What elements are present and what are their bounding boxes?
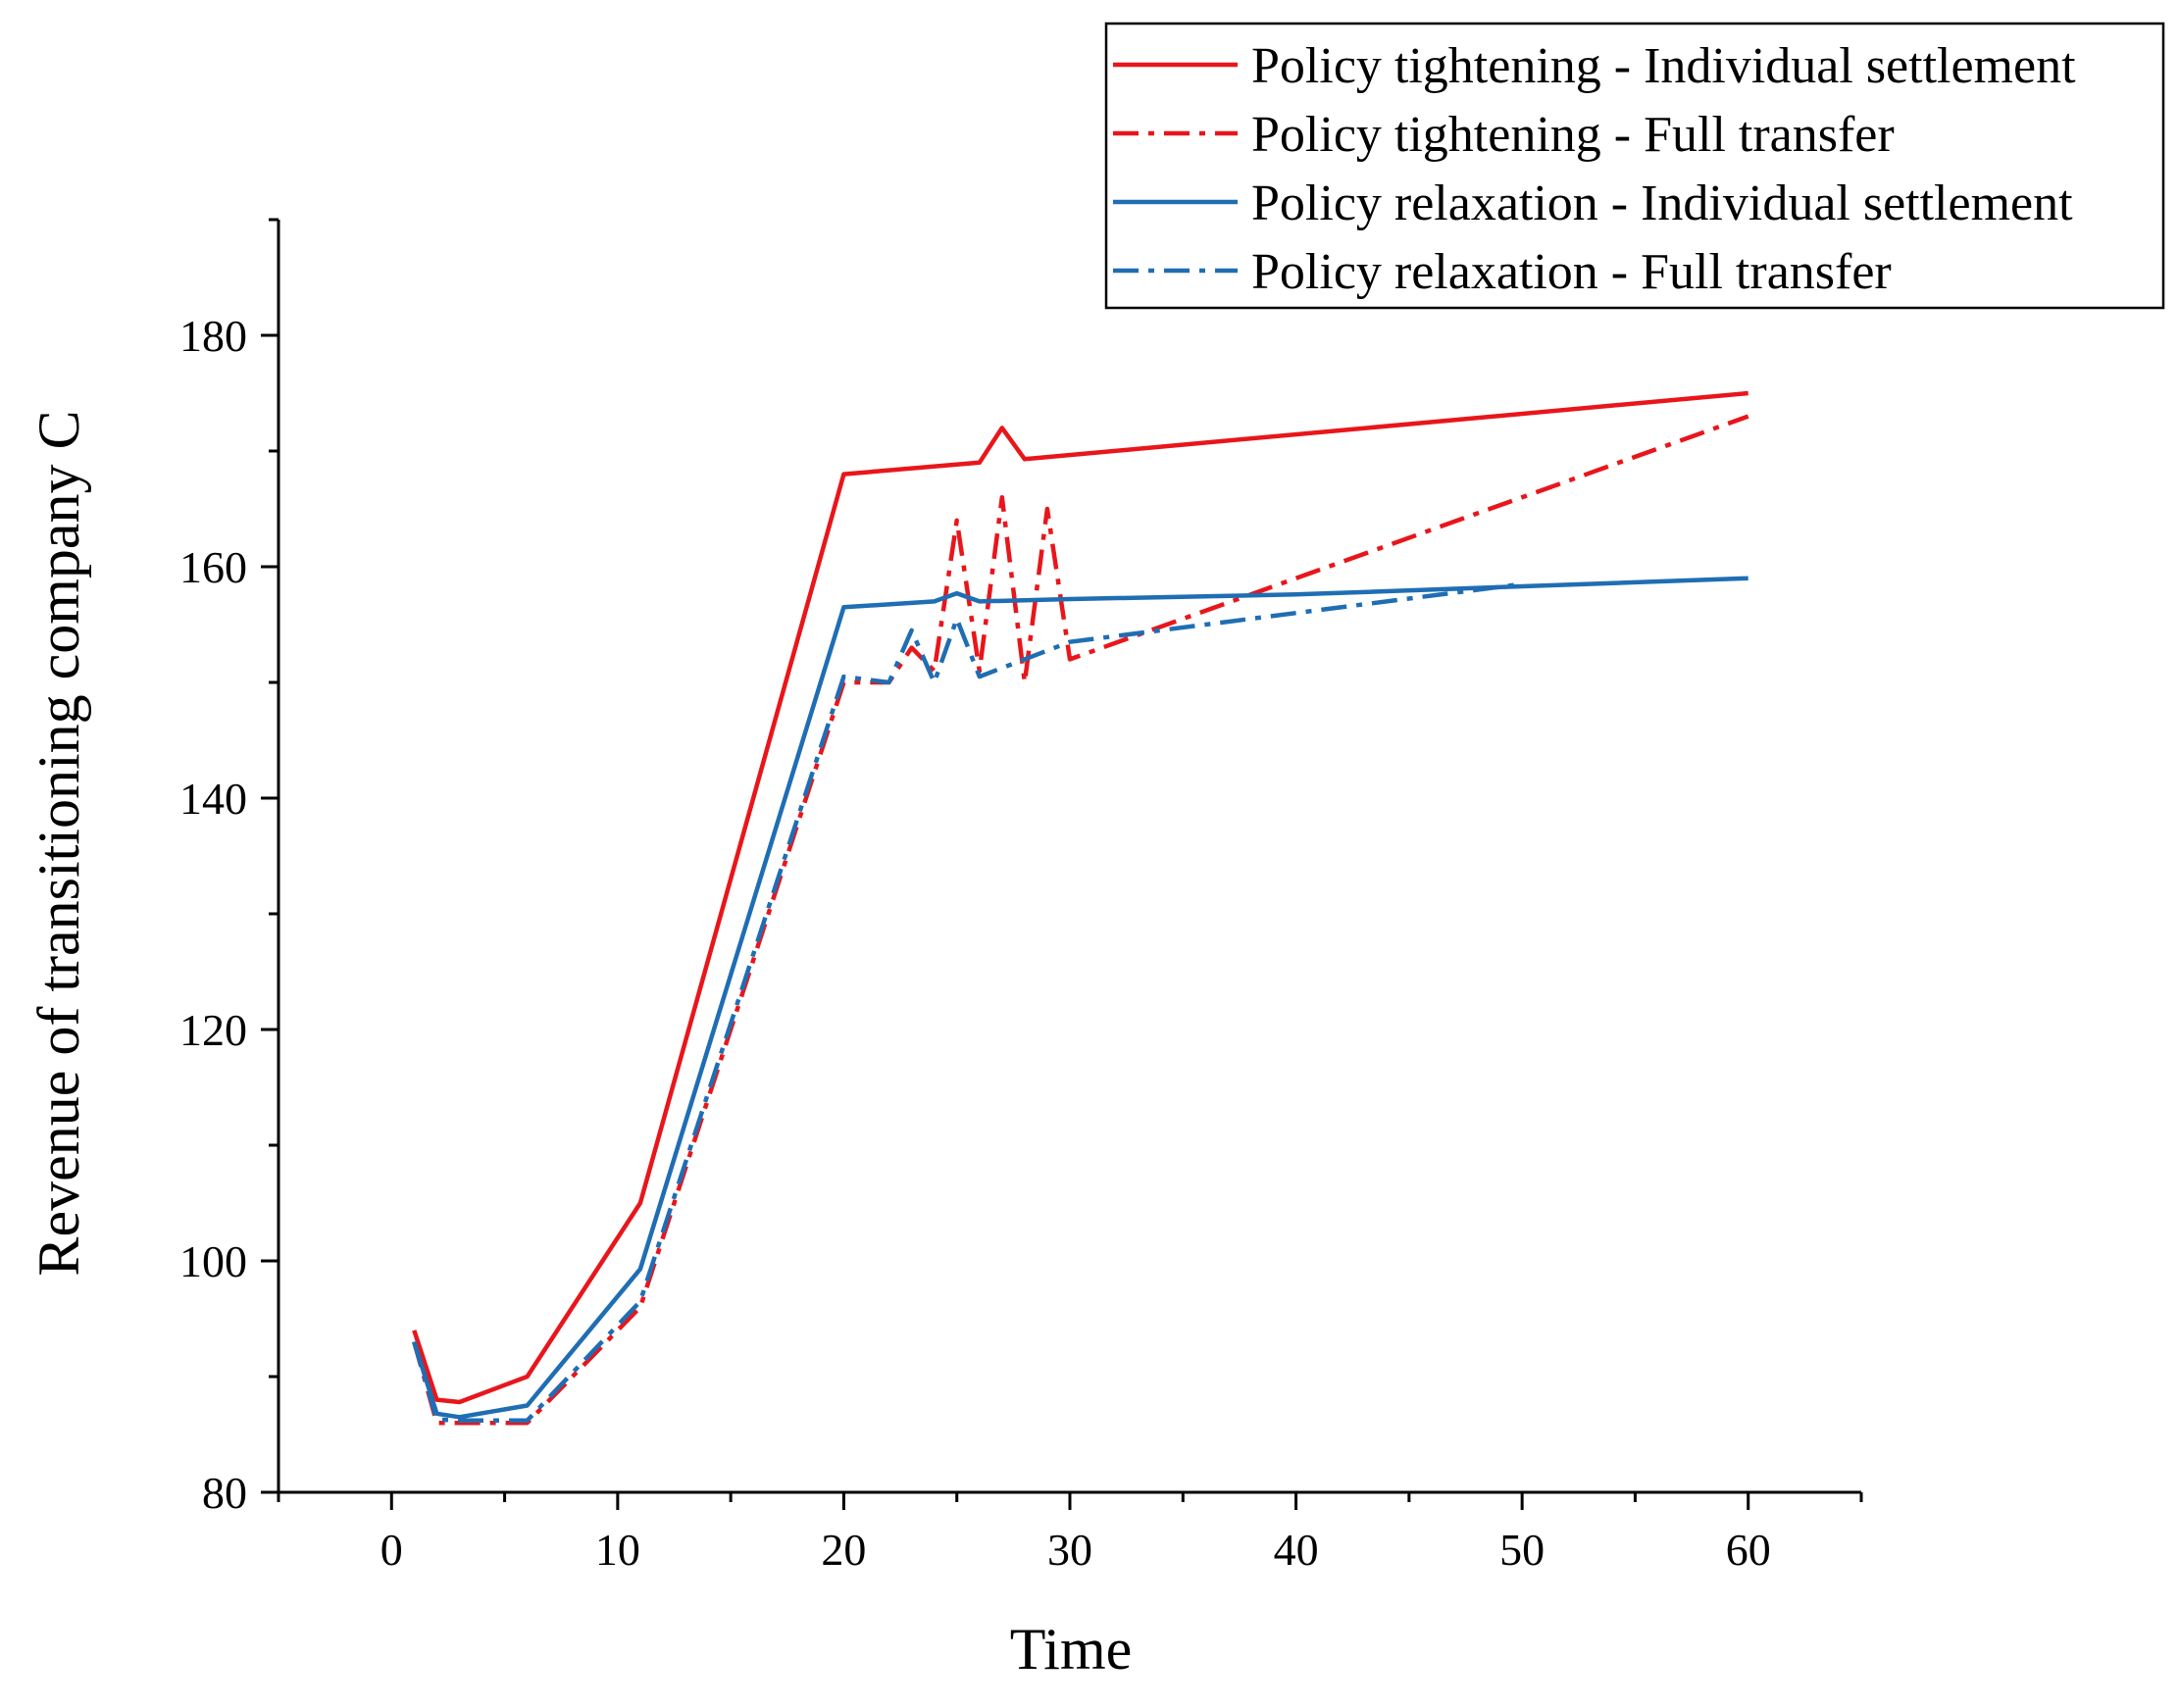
legend: Policy tightening - Individual settlemen… bbox=[1104, 22, 2165, 310]
y-tick-label: 140 bbox=[179, 774, 247, 824]
legend-label: Policy relaxation - Full transfer bbox=[1251, 244, 1892, 300]
x-tick-label: 10 bbox=[595, 1525, 640, 1575]
series-line-4 bbox=[412, 581, 1523, 1424]
legend-frame bbox=[1104, 22, 2165, 310]
x-axis-title: Time bbox=[1010, 1617, 1133, 1682]
legend-label: Policy tightening - Full transfer bbox=[1251, 107, 1895, 163]
y-tick-label: 80 bbox=[202, 1468, 247, 1518]
y-tick-label: 100 bbox=[179, 1236, 247, 1286]
x-tick-label: 40 bbox=[1274, 1525, 1319, 1575]
y-tick-label: 180 bbox=[179, 311, 247, 361]
y-tick-label: 120 bbox=[179, 1005, 247, 1055]
legend-label: Policy tightening - Individual settlemen… bbox=[1251, 38, 2076, 94]
y-axis-title: Revenue of transitioning company C bbox=[26, 410, 91, 1276]
series-lines bbox=[412, 390, 1749, 1426]
x-tick-label: 20 bbox=[821, 1525, 866, 1575]
x-tick-labels: 0 10 20 30 40 50 60 bbox=[380, 1525, 1771, 1575]
y-tick-labels: 80 100 120 140 160 180 bbox=[179, 311, 247, 1518]
series-line-2 bbox=[412, 414, 1749, 1426]
series-line-3 bbox=[412, 576, 1748, 1420]
x-tick-label: 60 bbox=[1726, 1525, 1771, 1575]
x-ticks bbox=[277, 1492, 1863, 1510]
x-tick-label: 50 bbox=[1499, 1525, 1545, 1575]
y-ticks bbox=[261, 218, 279, 1494]
x-tick-label: 30 bbox=[1047, 1525, 1092, 1575]
series-line-1 bbox=[412, 390, 1748, 1405]
legend-label: Policy relaxation - Individual settlemen… bbox=[1251, 176, 2073, 231]
y-tick-label: 160 bbox=[179, 542, 247, 592]
x-tick-label: 0 bbox=[380, 1525, 403, 1575]
